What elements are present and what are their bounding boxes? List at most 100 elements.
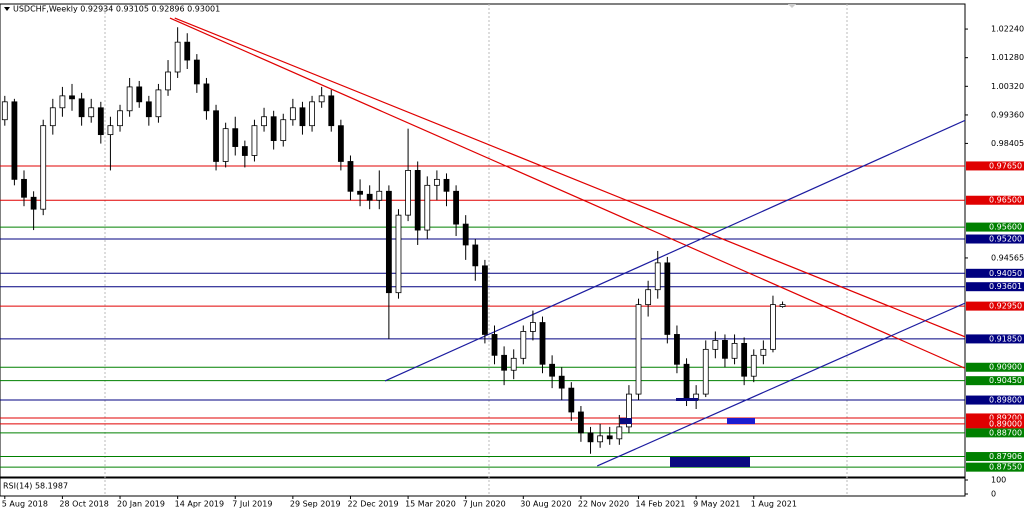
level-label: 0.89800 (989, 396, 1022, 405)
candle-body (558, 375, 565, 389)
candle-body (731, 342, 738, 359)
level-label-box (966, 462, 1024, 472)
level-label-box (966, 222, 1024, 232)
candle-body (645, 289, 652, 306)
level-label: 0.89000 (989, 419, 1022, 428)
candle-body (59, 95, 66, 109)
candle-body (501, 354, 508, 371)
level-label: 0.91850 (989, 334, 1022, 343)
level-label-box (966, 268, 1024, 278)
level-label: 0.95200 (989, 235, 1022, 244)
candle-body (453, 190, 459, 225)
level-label-box (966, 428, 1024, 438)
level-label-box (966, 334, 1024, 344)
candle-body (21, 178, 27, 198)
level-label-box (966, 161, 1024, 171)
level-label: 0.88700 (989, 428, 1022, 437)
level-label-box (966, 195, 1024, 205)
candle-body (347, 161, 354, 192)
candle-body (549, 363, 556, 377)
x-tick-label: 7 Jul 2019 (232, 500, 272, 509)
candle-body (49, 107, 56, 127)
candle-body (289, 107, 296, 121)
candle-body (750, 354, 757, 377)
candle-body (222, 128, 229, 162)
candle-body (30, 196, 37, 210)
candle-body (376, 190, 383, 201)
rsi-label: RSI(14) 58.1987 (3, 482, 68, 491)
level-label: 0.95600 (989, 223, 1022, 232)
y-tick-label: 0.99360 (991, 110, 1024, 119)
level-label-box (966, 301, 1024, 311)
candle-body (779, 304, 786, 307)
candle-body (69, 95, 75, 100)
candle-body (270, 116, 277, 141)
level-label-box (966, 452, 1024, 462)
y-tick-label: 1.02240 (991, 25, 1024, 34)
x-tick-label: 14 Apr 2019 (175, 500, 224, 509)
level-label-box (966, 395, 1024, 405)
drawn-rectangle (727, 418, 755, 424)
candle-body (578, 411, 584, 434)
candle-body (136, 86, 143, 103)
x-tick-label: 9 May 2021 (693, 500, 740, 509)
candle-body (385, 190, 392, 294)
candle-body (337, 125, 344, 162)
candle-body (213, 110, 219, 162)
candle-body (722, 340, 728, 359)
candle-body (11, 101, 18, 180)
candle-body (568, 387, 575, 413)
drawn-rectangle (620, 418, 632, 424)
candle-body (616, 426, 623, 440)
candle-body (107, 125, 114, 136)
trend-line (384, 119, 965, 382)
candle-body (299, 107, 306, 127)
x-tick-label: 7 Jun 2020 (463, 500, 506, 509)
level-label-box (966, 413, 1024, 423)
candle-body (241, 146, 248, 156)
candle-body (654, 262, 661, 291)
candle-body (414, 170, 421, 231)
candle-body (251, 125, 258, 156)
candle-body (664, 262, 671, 335)
level-label-box (966, 234, 1024, 244)
candle-body (318, 95, 325, 103)
candle-body (145, 101, 152, 118)
candle-body (357, 190, 363, 195)
x-tick-label: 20 Jan 2019 (117, 500, 165, 509)
candle-body (126, 86, 133, 112)
rsi-tick-label: 0 (991, 490, 996, 499)
candle-body (520, 331, 527, 359)
candle-body (40, 125, 47, 210)
level-label: 0.87550 (989, 463, 1022, 472)
candle-body (770, 304, 776, 350)
level-label-box (966, 362, 1024, 372)
candle-body (741, 342, 748, 377)
candle-body (309, 101, 315, 127)
candle-body (424, 184, 431, 231)
candle-body (443, 178, 450, 192)
level-label-box (966, 282, 1024, 292)
level-label: 0.94050 (989, 269, 1022, 278)
candle-body (597, 435, 604, 443)
drawn-rectangle (676, 398, 698, 401)
candle-body (491, 334, 498, 356)
x-tick-label: 1 Aug 2021 (751, 500, 797, 509)
trend-line (174, 17, 965, 338)
candle-body (261, 116, 267, 127)
candle-body (472, 244, 479, 267)
candle-body (203, 83, 210, 112)
level-label-box (966, 419, 1024, 429)
candle-body (174, 41, 181, 73)
x-tick-label: 15 Mar 2020 (405, 500, 456, 509)
candle-body (635, 304, 642, 395)
candle-body (510, 357, 517, 371)
candle-body (539, 322, 546, 365)
y-tick-label: 1.00320 (991, 82, 1024, 91)
candle-body (78, 98, 85, 118)
candle-body (193, 59, 200, 85)
x-tick-label: 28 Oct 2018 (59, 500, 108, 509)
drawn-rectangle (670, 457, 750, 467)
candle-body (184, 41, 191, 61)
